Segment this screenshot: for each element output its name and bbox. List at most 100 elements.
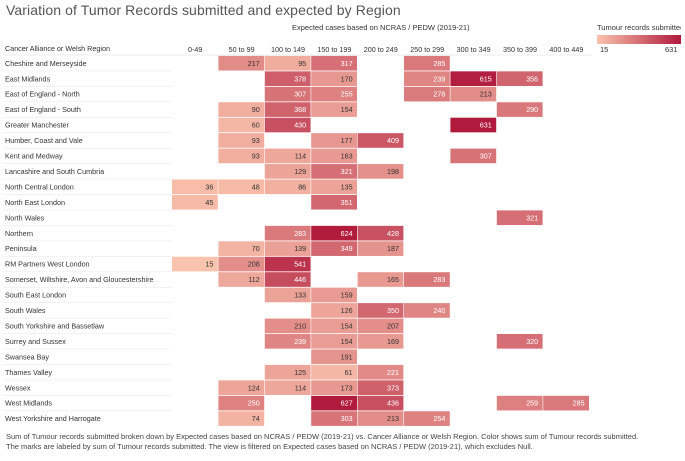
cell-data-label: 210 <box>294 321 306 330</box>
cell-data-label: 283 <box>433 275 445 284</box>
cell-data-label: 321 <box>341 167 353 176</box>
cell-data-label: 428 <box>387 229 399 238</box>
heatmap-cell <box>543 395 589 411</box>
heatmap-cell <box>311 102 357 117</box>
cell-data-label: 169 <box>387 337 399 346</box>
heatmap-cell <box>357 395 404 411</box>
cell-data-label: 139 <box>294 244 306 253</box>
heatmap-cell <box>311 71 357 86</box>
heatmap-cell <box>264 241 311 256</box>
row-tick-label: North Central London <box>5 182 74 191</box>
cell-data-label: 317 <box>341 59 353 68</box>
heatmap-cell <box>311 225 357 241</box>
heatmap-chart: 0-49 50 to 99 100 to 149 150 to 199 200 to 2… <box>3 45 592 426</box>
column-tick-label: 100 to 149 <box>271 45 305 54</box>
heatmap-cell <box>357 411 404 426</box>
legend-color-ramp <box>597 35 681 44</box>
heatmap-cell <box>357 318 404 334</box>
heatmap-cell <box>311 364 357 380</box>
heatmap-cell <box>218 102 265 117</box>
heatmap-cell <box>311 395 357 411</box>
cell-data-label: 114 <box>295 152 306 161</box>
heatmap-cell <box>264 86 311 102</box>
heatmap-cell <box>357 380 404 395</box>
cell-data-label: 159 <box>341 291 353 300</box>
row-tick-label: Thames Valley <box>5 368 52 377</box>
heatmap-cell <box>264 318 311 334</box>
row-tick-label: Somerset, Wiltshire, Avon and Gloucester… <box>5 275 153 284</box>
cell-data-label: 446 <box>294 275 306 284</box>
cell-data-label: 436 <box>387 399 399 408</box>
cell-data-label: 350 <box>387 306 399 315</box>
cell-data-label: 239 <box>433 74 445 83</box>
row-tick-label: North Wales <box>5 213 45 222</box>
heatmap-cell <box>311 380 357 395</box>
cell-data-label: 74 <box>252 414 260 423</box>
column-tick-label: 400 to 449 <box>549 45 583 54</box>
heatmap-cell <box>311 179 357 195</box>
cell-data-label: 213 <box>387 414 399 423</box>
heatmap-cell <box>357 303 404 318</box>
column-tick-label: 300 to 349 <box>457 45 491 54</box>
heatmap-cell <box>311 349 357 365</box>
heatmap-cell <box>496 102 543 117</box>
heatmap-cell <box>311 411 357 426</box>
cell-data-label: 93 <box>252 136 260 145</box>
row-tick-label: Kent and Medway <box>5 152 63 161</box>
column-tick-label: 0-49 <box>188 45 202 54</box>
row-tick-label: Lancashire and South Cumbria <box>5 167 104 176</box>
cell-data-label: 191 <box>341 352 353 361</box>
heatmap-cell <box>264 225 311 241</box>
row-tick-label: East of England - South <box>5 105 81 114</box>
cell-data-label: 114 <box>295 383 306 392</box>
row-tick-label: South East London <box>5 291 66 300</box>
heatmap-cell <box>496 334 543 349</box>
row-tick-label: East Midlands <box>5 74 51 83</box>
heatmap-cell <box>218 179 265 195</box>
heatmap-cell <box>450 117 497 133</box>
cell-data-label: 307 <box>294 90 306 99</box>
heatmap-cell <box>264 71 311 86</box>
cell-data-label: 60 <box>252 121 260 130</box>
column-tick-label: 200 to 249 <box>364 45 398 54</box>
heatmap-cell <box>218 395 265 411</box>
cell-data-label: 541 <box>294 260 306 269</box>
row-axis-title: Cancer Alliance or Welsh Region <box>5 44 110 53</box>
heatmap-cell <box>172 179 218 195</box>
cell-data-label: 627 <box>341 399 353 408</box>
row-tick-label: Peninsula <box>5 244 37 253</box>
cell-data-label: 36 <box>205 182 213 191</box>
row-tick-label: Northern <box>5 229 33 238</box>
heatmap-cell <box>218 117 265 133</box>
cell-data-label: 624 <box>341 229 353 238</box>
heatmap-cell <box>357 225 404 241</box>
cell-data-label: 254 <box>433 414 445 423</box>
chart-title: Variation of Tumor Records submitted and… <box>6 2 401 18</box>
heatmap-cell <box>311 55 357 71</box>
heatmap-cell <box>311 334 357 349</box>
cell-data-label: 135 <box>341 182 353 191</box>
heatmap-cell <box>172 194 218 210</box>
cell-data-label: 303 <box>341 414 353 423</box>
cell-data-label: 208 <box>248 260 260 269</box>
row-tick-label: North East London <box>5 198 65 207</box>
cell-data-label: 95 <box>298 59 306 68</box>
heatmap-cell <box>218 148 265 164</box>
cell-data-label: 278 <box>433 90 445 99</box>
heatmap-cell <box>404 71 450 86</box>
cell-data-label: 154 <box>341 337 353 346</box>
cell-data-label: 259 <box>526 399 538 408</box>
cell-data-label: 133 <box>294 291 306 300</box>
heatmap-cell <box>404 55 450 71</box>
column-tick-label: 250 to 299 <box>410 45 444 54</box>
chart-caption: Sum of Tumour records submitted broken d… <box>6 432 639 451</box>
heatmap-cell <box>357 241 404 256</box>
cell-data-label: 86 <box>298 182 306 191</box>
cell-data-label: 61 <box>345 368 353 377</box>
heatmap-cell <box>450 148 497 164</box>
heatmap-cell <box>218 411 265 426</box>
heatmap-cell <box>264 164 311 179</box>
row-tick-label: West Yorkshire and Harrogate <box>5 414 101 423</box>
cell-data-label: 240 <box>433 306 445 315</box>
cell-data-label: 124 <box>248 383 260 392</box>
